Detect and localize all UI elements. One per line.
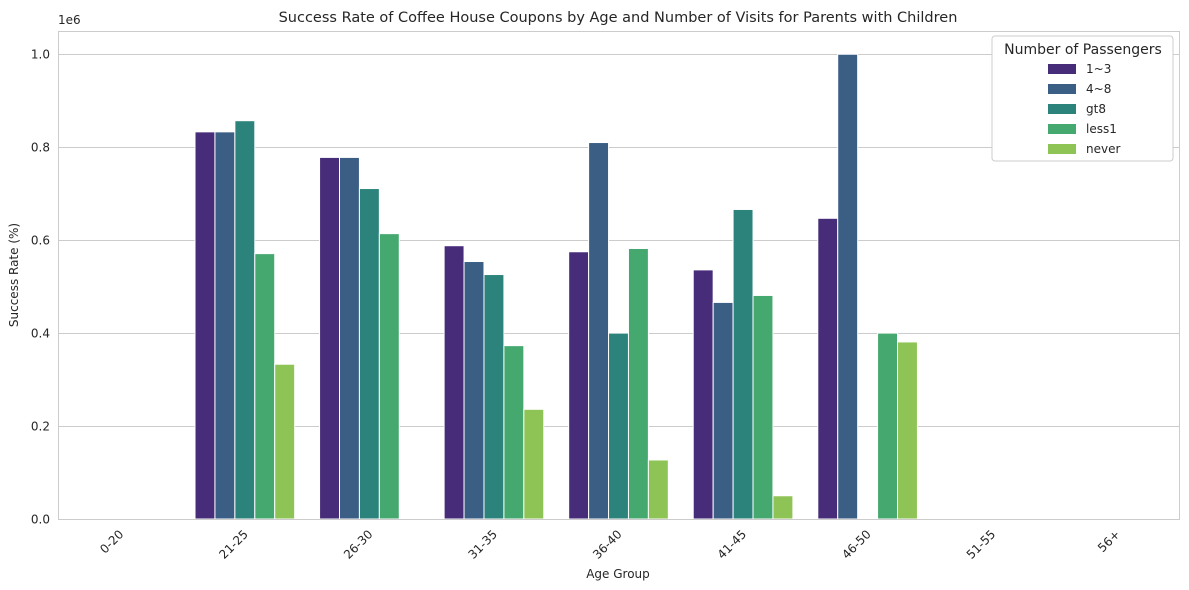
x-tick-label: 41-45 bbox=[715, 527, 750, 562]
legend-swatch bbox=[1048, 144, 1076, 154]
legend-label: less1 bbox=[1086, 122, 1117, 136]
bar-4~8-46-50 bbox=[837, 53, 859, 520]
y-tick-label: 1.0 bbox=[31, 48, 50, 62]
x-tick-label: 0-20 bbox=[97, 527, 126, 556]
bar-1~3-36-40 bbox=[568, 251, 590, 520]
x-tick-label: 36-40 bbox=[590, 527, 625, 562]
bar-4~8-41-45 bbox=[712, 301, 734, 520]
plot-frame bbox=[58, 31, 1180, 520]
y-tick-label: 0.0 bbox=[31, 513, 50, 527]
chart-title: Success Rate of Coffee House Coupons by … bbox=[279, 10, 958, 26]
x-tick-label: 51-55 bbox=[964, 527, 999, 562]
y-tick-label: 0.8 bbox=[31, 141, 50, 155]
bar-1~3-41-45 bbox=[692, 269, 714, 520]
y-axis-label: Success Rate (%) bbox=[7, 223, 21, 327]
legend-swatch bbox=[1048, 64, 1076, 74]
legend-label: 1~3 bbox=[1086, 62, 1111, 76]
legend-swatch bbox=[1048, 124, 1076, 134]
x-tick-label: 31-35 bbox=[466, 527, 501, 562]
bar-never-46-50 bbox=[897, 341, 918, 520]
bar-never-21-25 bbox=[274, 363, 296, 520]
bar-less1-26-30 bbox=[378, 233, 400, 520]
y-offset-label: 1e6 bbox=[58, 13, 81, 27]
bar-1~3-46-50 bbox=[817, 217, 839, 520]
bar-gt8-36-40 bbox=[608, 332, 629, 520]
legend-items: 1~3 4~8 gt8 less1 never bbox=[1048, 62, 1120, 156]
x-axis-ticks: 0-20 21-25 26-30 31-35 36-40 41-45 46-50 51-55 5… bbox=[97, 527, 1123, 562]
bar-gt8-21-25 bbox=[234, 120, 256, 520]
bar-1~3-26-30 bbox=[319, 156, 341, 520]
bar-gt8-26-30 bbox=[358, 188, 380, 520]
y-tick-label: 0.4 bbox=[31, 327, 50, 341]
bar-4~8-26-30 bbox=[339, 156, 360, 520]
x-tick-label: 21-25 bbox=[216, 527, 251, 562]
legend-label: never bbox=[1086, 142, 1120, 156]
x-tick-label: 46-50 bbox=[839, 527, 874, 562]
legend-label: 4~8 bbox=[1086, 82, 1111, 96]
bar-4~8-21-25 bbox=[214, 131, 236, 520]
bar-1~3-31-35 bbox=[443, 245, 465, 520]
legend-swatch bbox=[1048, 104, 1076, 114]
bar-4~8-36-40 bbox=[588, 142, 610, 520]
bars-group bbox=[194, 53, 918, 520]
bar-1~3-21-25 bbox=[194, 131, 216, 520]
bar-never-31-35 bbox=[523, 408, 545, 520]
x-tick-label: 26-30 bbox=[341, 527, 376, 562]
legend-label: gt8 bbox=[1086, 102, 1106, 116]
bar-4~8-31-35 bbox=[463, 261, 485, 520]
bar-less1-46-50 bbox=[877, 332, 899, 520]
legend: Number of Passengers 1~3 4~8 gt8 less1 never bbox=[991, 35, 1174, 162]
bar-never-41-45 bbox=[772, 495, 794, 520]
y-tick-label: 0.6 bbox=[31, 234, 50, 248]
bar-less1-31-35 bbox=[503, 345, 525, 520]
legend-title: Number of Passengers bbox=[1004, 42, 1162, 58]
bar-less1-21-25 bbox=[254, 253, 276, 520]
legend-box bbox=[991, 35, 1174, 162]
legend-swatch bbox=[1048, 84, 1076, 94]
bar-less1-41-45 bbox=[752, 294, 774, 520]
y-axis-ticks: 0.0 0.2 0.4 0.6 0.8 1.0 bbox=[31, 48, 50, 527]
bar-gt8-31-35 bbox=[483, 274, 505, 520]
y-tick-label: 0.2 bbox=[31, 420, 50, 434]
bar-never-36-40 bbox=[647, 459, 669, 520]
bar-less1-36-40 bbox=[627, 248, 649, 520]
x-axis-label: Age Group bbox=[586, 567, 650, 581]
bar-gt8-41-45 bbox=[732, 208, 754, 520]
x-tick-label: 56+ bbox=[1095, 527, 1123, 555]
